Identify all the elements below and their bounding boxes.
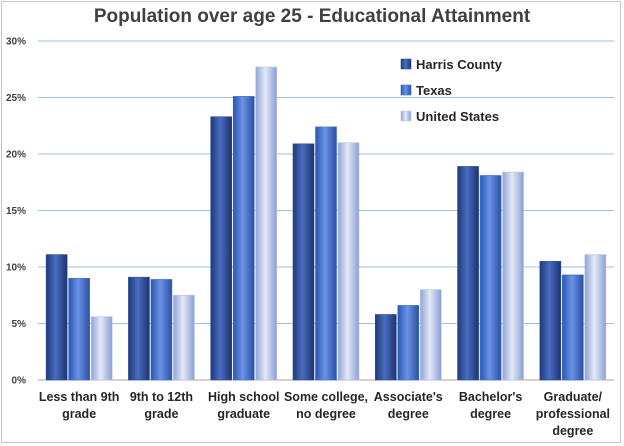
legend-label: Harris County: [416, 57, 503, 72]
bar-united-states: [502, 171, 524, 381]
x-category-label: degree: [388, 407, 429, 421]
x-category-label: 9th to 12th: [130, 390, 193, 404]
y-tick-label: 10%: [6, 263, 26, 274]
chart-title: Population over age 25 - Educational Att…: [93, 6, 531, 27]
x-category-label: Associate's: [374, 390, 443, 404]
bar-harris-county: [128, 276, 150, 381]
legend-swatch: [400, 58, 412, 70]
y-tick-label: 30%: [6, 37, 26, 48]
bar-united-states: [173, 294, 195, 381]
x-category-label: degree: [470, 407, 511, 421]
bar-texas: [150, 279, 173, 381]
bar-harris-county: [292, 143, 315, 381]
bar-harris-county: [45, 254, 68, 381]
x-category-label: Graduate/: [544, 390, 603, 404]
legend-label: United States: [416, 109, 499, 124]
bar-texas: [232, 96, 255, 381]
bar-united-states: [584, 254, 607, 381]
bar-texas: [315, 126, 337, 381]
bar-united-states: [255, 66, 278, 381]
y-tick-label: 20%: [6, 150, 26, 161]
y-tick-label: 5%: [12, 319, 27, 330]
legend-label: Texas: [416, 83, 452, 98]
y-tick-label: 0%: [12, 376, 27, 387]
x-category-label: Bachelor's: [459, 390, 522, 404]
bar-united-states: [337, 142, 360, 381]
bar-texas: [562, 274, 584, 381]
bar-harris-county: [457, 166, 479, 381]
x-category-label: High school: [208, 390, 280, 404]
bar-united-states: [90, 316, 113, 381]
x-category-label: Less than 9th: [39, 390, 120, 404]
bar-texas: [397, 305, 420, 381]
bar-texas: [68, 277, 90, 381]
x-category-label: no degree: [296, 407, 356, 421]
y-tick-label: 15%: [6, 206, 26, 217]
bar-harris-county: [539, 261, 562, 381]
bar-harris-county: [374, 314, 397, 381]
bar-harris-county: [210, 116, 233, 381]
legend-swatch: [400, 84, 412, 96]
x-category-label: Some college,: [284, 390, 368, 404]
y-tick-label: 25%: [6, 93, 26, 104]
bar-texas: [479, 175, 502, 381]
legend-swatch: [400, 110, 412, 122]
x-category-label: grade: [144, 407, 178, 421]
x-category-label: graduate: [217, 407, 270, 421]
x-category-label: degree: [552, 424, 593, 438]
x-category-label: grade: [62, 407, 96, 421]
x-category-label: professional: [536, 407, 610, 421]
bar-united-states: [419, 289, 442, 381]
